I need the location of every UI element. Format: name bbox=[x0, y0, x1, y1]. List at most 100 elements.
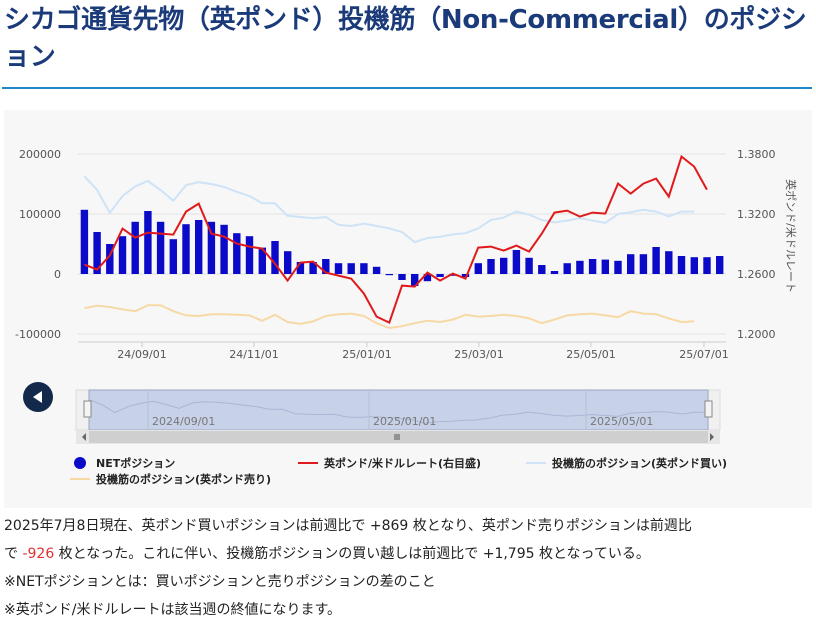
navigator-tick-label: 2025/01/01 bbox=[373, 415, 436, 428]
net-position-note: ※NETポジションとは：買いポジションと売りポジションの差のこと bbox=[4, 574, 436, 590]
page-title: シカゴ通貨先物（英ポンド）投機筋（Non-Commercial）のポジション bbox=[4, 5, 807, 72]
right-tick-label: 1.3800 bbox=[737, 148, 776, 161]
net-bar bbox=[182, 224, 190, 274]
x-tick-label: 24/11/01 bbox=[229, 348, 278, 361]
net-bar bbox=[576, 260, 584, 274]
x-tick-label: 25/03/01 bbox=[454, 348, 503, 361]
legend-label: 投機筋のポジション(英ポンド買い) bbox=[552, 456, 727, 470]
legend-label: 英ポンド/米ドルレート(右目盛) bbox=[323, 456, 481, 470]
right-tick-label: 1.2000 bbox=[737, 328, 776, 341]
chart-legend: NETポジション 英ポンド/米ドルレート(右目盛) 投機筋のポジション(英ポンド買い… bbox=[70, 456, 727, 486]
chart-container: 200000 100000 0 -100000 1.3800 1.3200 1.2600 1… bbox=[4, 110, 812, 508]
net-bar bbox=[156, 221, 165, 274]
left-tick-label: 100000 bbox=[19, 208, 61, 221]
net-bar bbox=[563, 263, 571, 274]
x-tick-label: 25/05/01 bbox=[566, 348, 615, 361]
description: 2025年7月8日現在、英ポンド買いポジションは前週比で +869 枚となり、英… bbox=[4, 512, 814, 624]
title-underline bbox=[2, 87, 812, 89]
net-bar bbox=[131, 221, 139, 274]
net-bar bbox=[322, 259, 330, 274]
net-bar bbox=[411, 274, 419, 286]
net-bar bbox=[461, 274, 470, 277]
net-bar bbox=[233, 233, 241, 274]
right-axis-ticks: 1.3800 1.3200 1.2600 1.2000 bbox=[737, 148, 776, 341]
rate-note: ※英ポンド/米ドルレートは該当週の終値になります。 bbox=[4, 602, 342, 618]
legend-label: NETポジション bbox=[96, 456, 175, 470]
x-tick-label: 25/07/01 bbox=[679, 348, 728, 361]
description-line-2-suffix: 枚となった。これに伴い、投機筋ポジションの買い越しは前週比で +1,795 枚と… bbox=[54, 546, 650, 562]
x-tick-label: 24/09/01 bbox=[117, 348, 166, 361]
scroll-right-arrow-icon[interactable] bbox=[710, 433, 714, 441]
net-bar bbox=[436, 274, 444, 277]
net-bar bbox=[716, 256, 724, 274]
net-bar bbox=[525, 257, 533, 274]
description-line-1: 2025年7月8日現在、英ポンド買いポジションは前週比で +869 枚となり、英… bbox=[4, 518, 692, 534]
net-bar bbox=[258, 247, 266, 274]
navigator-series bbox=[88, 399, 708, 424]
net-bar bbox=[627, 254, 635, 274]
scrollbar-grip-icon bbox=[394, 434, 400, 440]
net-bar bbox=[144, 211, 152, 274]
net-bar bbox=[347, 263, 355, 274]
navigator-handle-left[interactable] bbox=[83, 400, 92, 418]
net-bar bbox=[614, 260, 622, 274]
net-bar bbox=[487, 259, 495, 274]
net-bar bbox=[423, 274, 432, 282]
net-bar bbox=[601, 259, 609, 274]
net-bar bbox=[80, 209, 89, 274]
net-bar bbox=[538, 265, 546, 274]
net-bar bbox=[500, 257, 508, 274]
net-bar bbox=[665, 251, 673, 274]
net-bar bbox=[106, 244, 114, 274]
description-line-2: で -926 枚となった。これに伴い、投機筋ポジションの買い越しは前週比で +1… bbox=[4, 540, 814, 568]
net-bar bbox=[284, 251, 292, 274]
legend-marker-net-icon bbox=[74, 457, 86, 469]
right-tick-label: 1.3200 bbox=[737, 208, 776, 221]
net-bar bbox=[550, 271, 559, 274]
description-line-2-prefix: で bbox=[4, 546, 23, 562]
left-arrow-icon bbox=[33, 391, 42, 403]
left-tick-label: 200000 bbox=[19, 148, 61, 161]
long-position-line bbox=[83, 175, 695, 244]
left-axis-ticks: 200000 100000 0 -100000 bbox=[15, 148, 61, 341]
net-bar bbox=[169, 239, 177, 274]
net-bar bbox=[449, 274, 457, 276]
left-tick-label: -100000 bbox=[15, 328, 61, 341]
net-bar bbox=[398, 274, 406, 280]
net-bar bbox=[309, 262, 317, 274]
legend-label: 投機筋のポジション(英ポンド売り) bbox=[96, 472, 271, 486]
net-bar bbox=[245, 236, 254, 274]
navigator bbox=[75, 389, 721, 431]
net-bar bbox=[372, 266, 381, 274]
net-bar bbox=[360, 263, 368, 274]
right-axis-label: 英ポンド/米ドルレート bbox=[784, 179, 798, 293]
position-lines bbox=[83, 175, 695, 330]
net-bar bbox=[220, 224, 228, 274]
net-bar bbox=[474, 263, 482, 274]
net-bar bbox=[207, 221, 216, 274]
net-bar bbox=[334, 263, 343, 274]
navigator-ticks: 2024/09/01 2025/01/01 2025/05/01 bbox=[147, 390, 653, 430]
navigator-window[interactable] bbox=[88, 389, 709, 431]
net-bar bbox=[588, 259, 597, 274]
x-tick-label: 25/01/01 bbox=[342, 348, 391, 361]
short-change-value: -926 bbox=[22, 546, 55, 562]
navigator-tick-label: 2024/09/01 bbox=[152, 415, 215, 428]
rate-line bbox=[84, 154, 708, 324]
net-bar bbox=[639, 254, 648, 274]
net-bar bbox=[385, 274, 393, 276]
net-bar bbox=[271, 241, 279, 274]
navigator-handle-right[interactable] bbox=[704, 400, 713, 418]
net-bar bbox=[118, 236, 127, 274]
scroll-left-arrow-icon[interactable] bbox=[82, 433, 86, 441]
x-axis-ticks: 24/09/01 24/11/01 25/01/01 25/03/01 25/05/01… bbox=[78, 341, 729, 361]
net-bar bbox=[296, 262, 305, 274]
short-position-line bbox=[84, 304, 695, 330]
left-tick-label: 0 bbox=[54, 268, 61, 281]
net-bar bbox=[677, 256, 686, 274]
net-bar bbox=[703, 257, 711, 274]
right-tick-label: 1.2600 bbox=[737, 268, 776, 281]
net-bar bbox=[652, 247, 660, 274]
net-bar bbox=[690, 257, 698, 274]
